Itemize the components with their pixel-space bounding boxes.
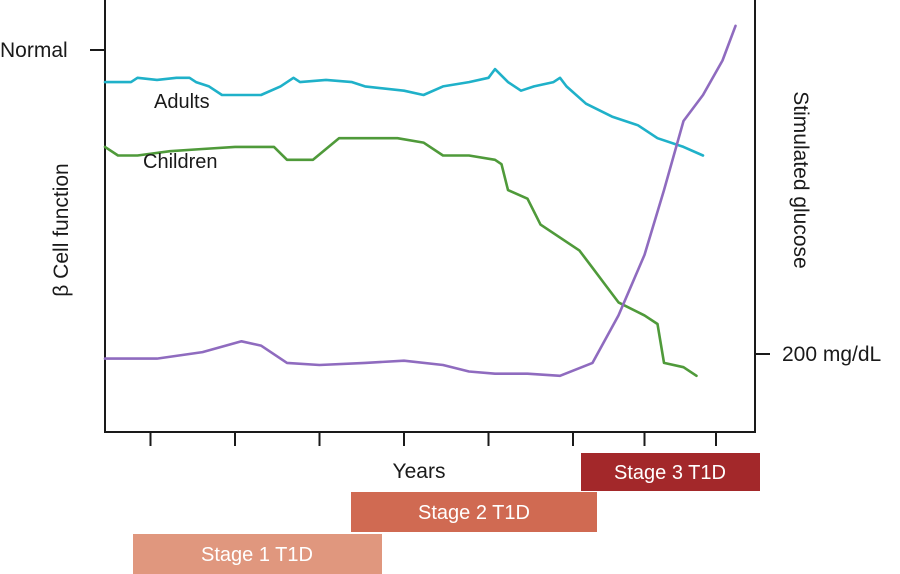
stage-2-bar	[351, 492, 597, 532]
stage-3-label: Stage 3 T1D	[614, 462, 726, 484]
series-label-adults: Adults	[154, 91, 210, 113]
series-label-children: Children	[143, 151, 217, 173]
stage-1-bar	[133, 534, 382, 574]
stage-3-bar	[581, 453, 760, 491]
series-line-glucose	[103, 24, 737, 378]
y-axis-title: β Cell function	[50, 163, 73, 296]
series-layer	[103, 24, 737, 378]
series-line-adults	[103, 67, 705, 157]
series-line-children	[103, 136, 698, 378]
x-axis-title: Years	[393, 460, 446, 483]
stage-2-label: Stage 2 T1D	[418, 502, 530, 524]
y2-tick-label-200: 200 mg/dL	[782, 343, 881, 366]
y2-axis-title: Stimulated glucose	[789, 91, 812, 268]
y-tick-label-normal: Normal	[0, 39, 68, 62]
stage-1-label: Stage 1 T1D	[201, 544, 313, 566]
x-ticks	[149, 432, 717, 446]
